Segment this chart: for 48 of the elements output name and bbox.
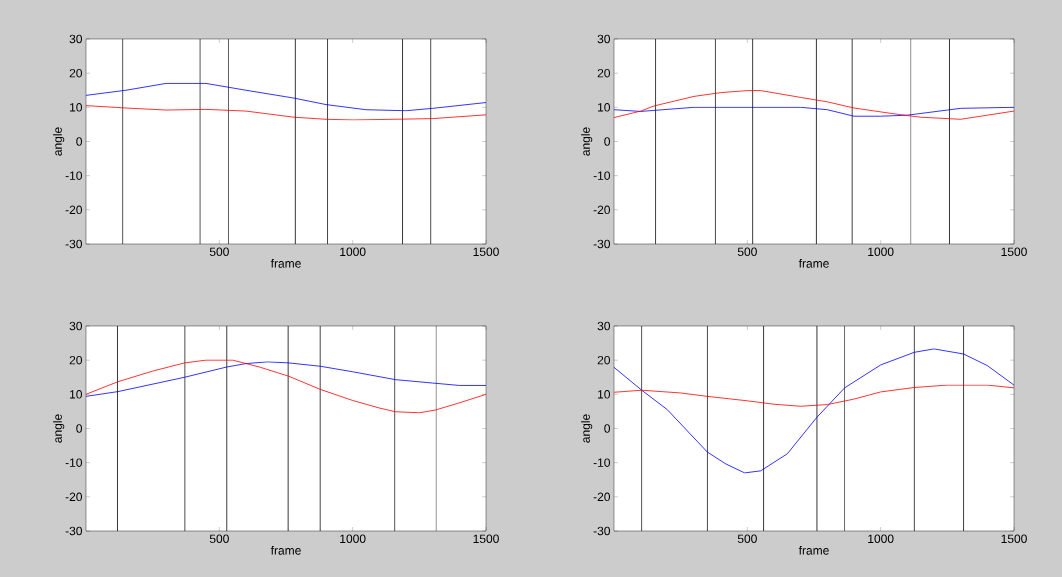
x-axis-title: frame <box>270 258 301 268</box>
x-tick-label: 1000 <box>868 534 894 544</box>
y-tick-label: -30 <box>593 526 611 536</box>
y-tick-label: 10 <box>598 103 611 112</box>
y-tick-label: -30 <box>593 239 611 249</box>
x-tick-label: 1000 <box>868 247 894 257</box>
y-tick-label: 30 <box>69 34 83 44</box>
y-tick-label: 0 <box>604 424 611 433</box>
y-tick-label: -30 <box>65 239 83 249</box>
y-tick-label: 10 <box>70 103 83 112</box>
y-tick-label: -10 <box>65 171 83 180</box>
x-tick-label: 1500 <box>1001 247 1027 257</box>
y-tick-label: -20 <box>65 492 83 502</box>
x-axis-title: frame <box>798 545 829 555</box>
x-tick-label: 1500 <box>473 534 499 544</box>
y-tick-label: 20 <box>69 68 83 78</box>
x-tick-label: 1000 <box>340 247 366 257</box>
y-tick-label: -10 <box>65 458 83 467</box>
y-tick-label: 0 <box>604 137 611 146</box>
y-tick-label: -20 <box>593 205 611 215</box>
y-tick-label: 10 <box>598 390 611 399</box>
y-tick-label: 0 <box>76 424 83 433</box>
y-axis-title: angle <box>581 414 593 443</box>
x-axis-title: frame <box>798 258 829 268</box>
y-tick-label: 30 <box>597 321 611 331</box>
y-tick-label: -30 <box>65 526 83 536</box>
x-tick-label: 500 <box>209 534 229 544</box>
y-tick-label: 10 <box>70 390 83 399</box>
x-tick-label: 1500 <box>1001 534 1027 544</box>
y-tick-label: 20 <box>597 355 611 365</box>
x-tick-label: 1000 <box>340 534 366 544</box>
x-tick-label: 1500 <box>473 247 499 257</box>
x-tick-label: 500 <box>737 247 757 257</box>
y-tick-label: -20 <box>65 205 83 215</box>
y-tick-label: -10 <box>593 171 611 180</box>
y-tick-label: 0 <box>76 137 83 146</box>
x-tick-label: 500 <box>209 247 229 257</box>
y-tick-label: -10 <box>593 458 611 467</box>
y-tick-label: 20 <box>597 68 611 78</box>
x-axis-title: frame <box>270 545 301 555</box>
y-tick-label: 30 <box>597 34 611 44</box>
x-tick-label: 500 <box>737 534 757 544</box>
y-tick-label: 20 <box>69 355 83 365</box>
y-tick-label: 30 <box>69 321 83 331</box>
y-axis-title: angle <box>581 127 593 156</box>
y-axis-title: angle <box>53 414 65 443</box>
y-axis-title: angle <box>53 127 65 156</box>
y-tick-label: -20 <box>593 492 611 502</box>
